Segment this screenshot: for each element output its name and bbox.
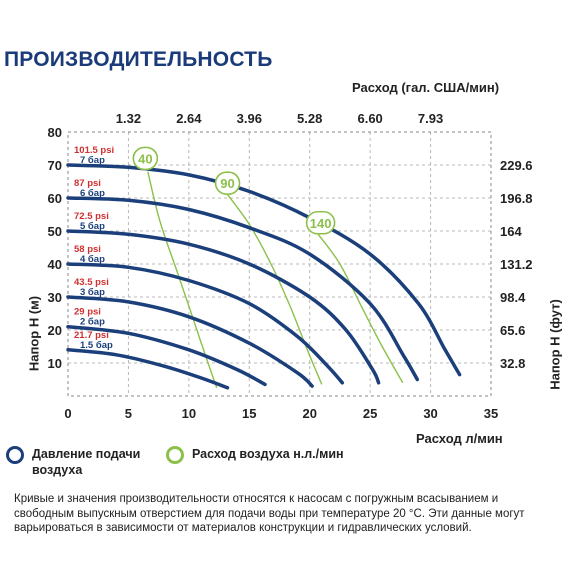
psi-label: 43.5 psi (74, 277, 109, 288)
air-curve-badge (132, 146, 159, 171)
psi-label: 87 psi (74, 178, 101, 189)
pressure-curve (66, 324, 267, 387)
x-tick-label: 20 (302, 406, 316, 421)
y-tick-label: 20 (48, 323, 62, 338)
psi-label: 58 psi (74, 244, 101, 255)
y-tick-label: 60 (48, 191, 62, 206)
y-tick-label: 10 (48, 356, 62, 371)
x-tick-label: 0 (64, 406, 71, 421)
top-x-tick-label: 2.64 (176, 111, 202, 126)
legend-air-label: Расход воздуха н.л./мин (192, 447, 344, 461)
psi-label: 29 psi (74, 307, 101, 318)
top-axis-title: Расход (гал. США/мин) (352, 80, 500, 95)
legend-pressure: Давление подачи воздуха (6, 446, 140, 478)
air-curve-label: 140 (310, 216, 332, 231)
top-x-tick-label: 7.93 (418, 111, 443, 126)
right-y-tick-label: 65.6 (500, 323, 525, 338)
legend-pressure-label: Давление подачи воздуха (32, 447, 141, 477)
y-tick-label: 40 (48, 257, 62, 272)
top-x-tick-label: 1.32 (116, 111, 141, 126)
bar-label: 6 бар (80, 188, 105, 199)
bar-label: 1.5 бар (80, 340, 113, 351)
right-y-tick-label: 196.8 (500, 191, 533, 206)
top-x-tick-label: 5.28 (297, 111, 322, 126)
pressure-curve (66, 295, 314, 388)
x-axis-title: Расход л/мин (416, 431, 503, 446)
y-tick-label: 50 (48, 224, 62, 239)
air-curve-badge (305, 210, 336, 235)
x-tick-label: 5 (125, 406, 132, 421)
x-tick-label: 15 (242, 406, 256, 421)
air-consumption-curve (317, 233, 404, 384)
air-curve-badge (214, 171, 241, 195)
y-tick-label: 80 (48, 125, 62, 140)
right-y-tick-label: 131.2 (500, 257, 533, 272)
y-tick-label: 70 (48, 158, 62, 173)
footnote: Кривые и значения производительности отн… (14, 493, 525, 534)
air-consumption-curve (147, 171, 218, 389)
pressure-curve (66, 348, 230, 390)
right-y-tick-label: 98.4 (500, 290, 526, 305)
right-y-tick-label: 229.6 (500, 158, 533, 173)
top-x-tick-label: 6.60 (357, 111, 382, 126)
psi-label: 72.5 psi (74, 211, 109, 222)
air-curve-label: 40 (138, 151, 152, 166)
air-curve-label: 90 (220, 176, 234, 191)
bar-label: 3 бар (80, 287, 105, 298)
psi-label: 21.7 psi (74, 330, 109, 341)
pressure-curve (66, 229, 381, 385)
right-y-tick-label: 32.8 (500, 356, 525, 371)
x-tick-label: 35 (484, 406, 498, 421)
page-title: ПРОИЗВОДИТЕЛЬНОСТЬ (4, 48, 273, 71)
bar-label: 7 бар (80, 155, 105, 166)
top-x-tick-label: 3.96 (237, 111, 262, 126)
pressure-curve (66, 262, 345, 385)
right-y-tick-label: 164 (500, 224, 522, 239)
bar-label: 5 бар (80, 221, 105, 232)
bar-label: 4 бар (80, 254, 105, 265)
x-tick-label: 25 (363, 406, 377, 421)
x-tick-label: 30 (423, 406, 437, 421)
psi-label: 101.5 psi (74, 145, 114, 156)
y-tick-label: 30 (48, 290, 62, 305)
pressure-curve (66, 196, 420, 382)
x-tick-label: 10 (182, 406, 196, 421)
bar-label: 2 бар (80, 317, 105, 328)
pressure-ring-icon (6, 446, 24, 464)
air-ring-icon (166, 446, 184, 464)
legend-air: Расход воздуха н.л./мин (166, 446, 344, 464)
air-consumption-curve (224, 190, 323, 385)
